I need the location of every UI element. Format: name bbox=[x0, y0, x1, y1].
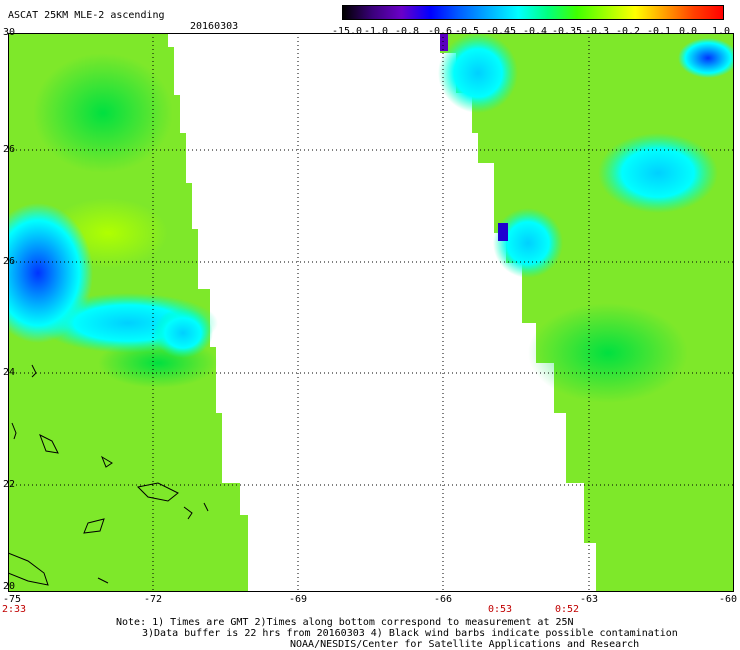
lat-label: 22 bbox=[3, 479, 16, 490]
left-swath bbox=[8, 33, 248, 592]
lon-label: -60 bbox=[718, 594, 738, 605]
scatterometer-map bbox=[8, 33, 734, 592]
lat-label: 26 bbox=[3, 256, 16, 267]
colorbar-label: -0.5 bbox=[454, 26, 480, 37]
colorbar-label: -15.0 bbox=[331, 26, 363, 37]
lon-label: -66 bbox=[433, 594, 453, 605]
colorbar-label: -0.4 bbox=[522, 26, 548, 37]
colorbar-label: 1.0 bbox=[711, 26, 731, 37]
colorbar-label: -0.6 bbox=[427, 26, 453, 37]
colorbar-label: -0.3 bbox=[584, 26, 610, 37]
colorbar-label: -0.45 bbox=[485, 26, 517, 37]
map-date: 20160303 bbox=[190, 21, 239, 32]
colorbar-label: -0.8 bbox=[394, 26, 420, 37]
lat-label: 24 bbox=[3, 367, 16, 378]
note-line: Note: 1) Times are GMT 2)Times along bot… bbox=[116, 617, 574, 628]
lat-label: 30 bbox=[3, 27, 16, 38]
colorbar-label: -0.2 bbox=[615, 26, 641, 37]
right-swath bbox=[438, 33, 734, 592]
time-label: 0:53 bbox=[487, 604, 513, 615]
lon-label: -75 bbox=[2, 594, 22, 605]
lat-label: 20 bbox=[3, 581, 16, 592]
lat-label: 26 bbox=[3, 144, 16, 155]
coastline-islands bbox=[8, 364, 209, 586]
lon-label: -72 bbox=[143, 594, 163, 605]
colorbar-label: -1.0 bbox=[363, 26, 389, 37]
lon-label: -63 bbox=[579, 594, 599, 605]
credit-line: NOAA/NESDIS/Center for Satellite Applica… bbox=[290, 639, 640, 650]
colorbar-label: -0.1 bbox=[646, 26, 672, 37]
map-frame bbox=[8, 33, 734, 592]
graticule bbox=[8, 33, 734, 592]
colorbar-label: -0.35 bbox=[551, 26, 583, 37]
note-line: 3)Data buffer is 22 hrs from 20160303 4)… bbox=[142, 628, 678, 639]
colorbar-label: 0.0 bbox=[678, 26, 698, 37]
time-label: 0:52 bbox=[554, 604, 580, 615]
colorbar-labels: -15.0 -1.0 -0.8 -0.6 -0.5 -0.45 -0.4 -0.… bbox=[330, 26, 740, 38]
map-title: ASCAT 25KM MLE-2 ascending bbox=[8, 10, 165, 21]
time-label: 2:33 bbox=[1, 604, 27, 615]
lon-label: -69 bbox=[288, 594, 308, 605]
colorbar bbox=[342, 5, 724, 20]
